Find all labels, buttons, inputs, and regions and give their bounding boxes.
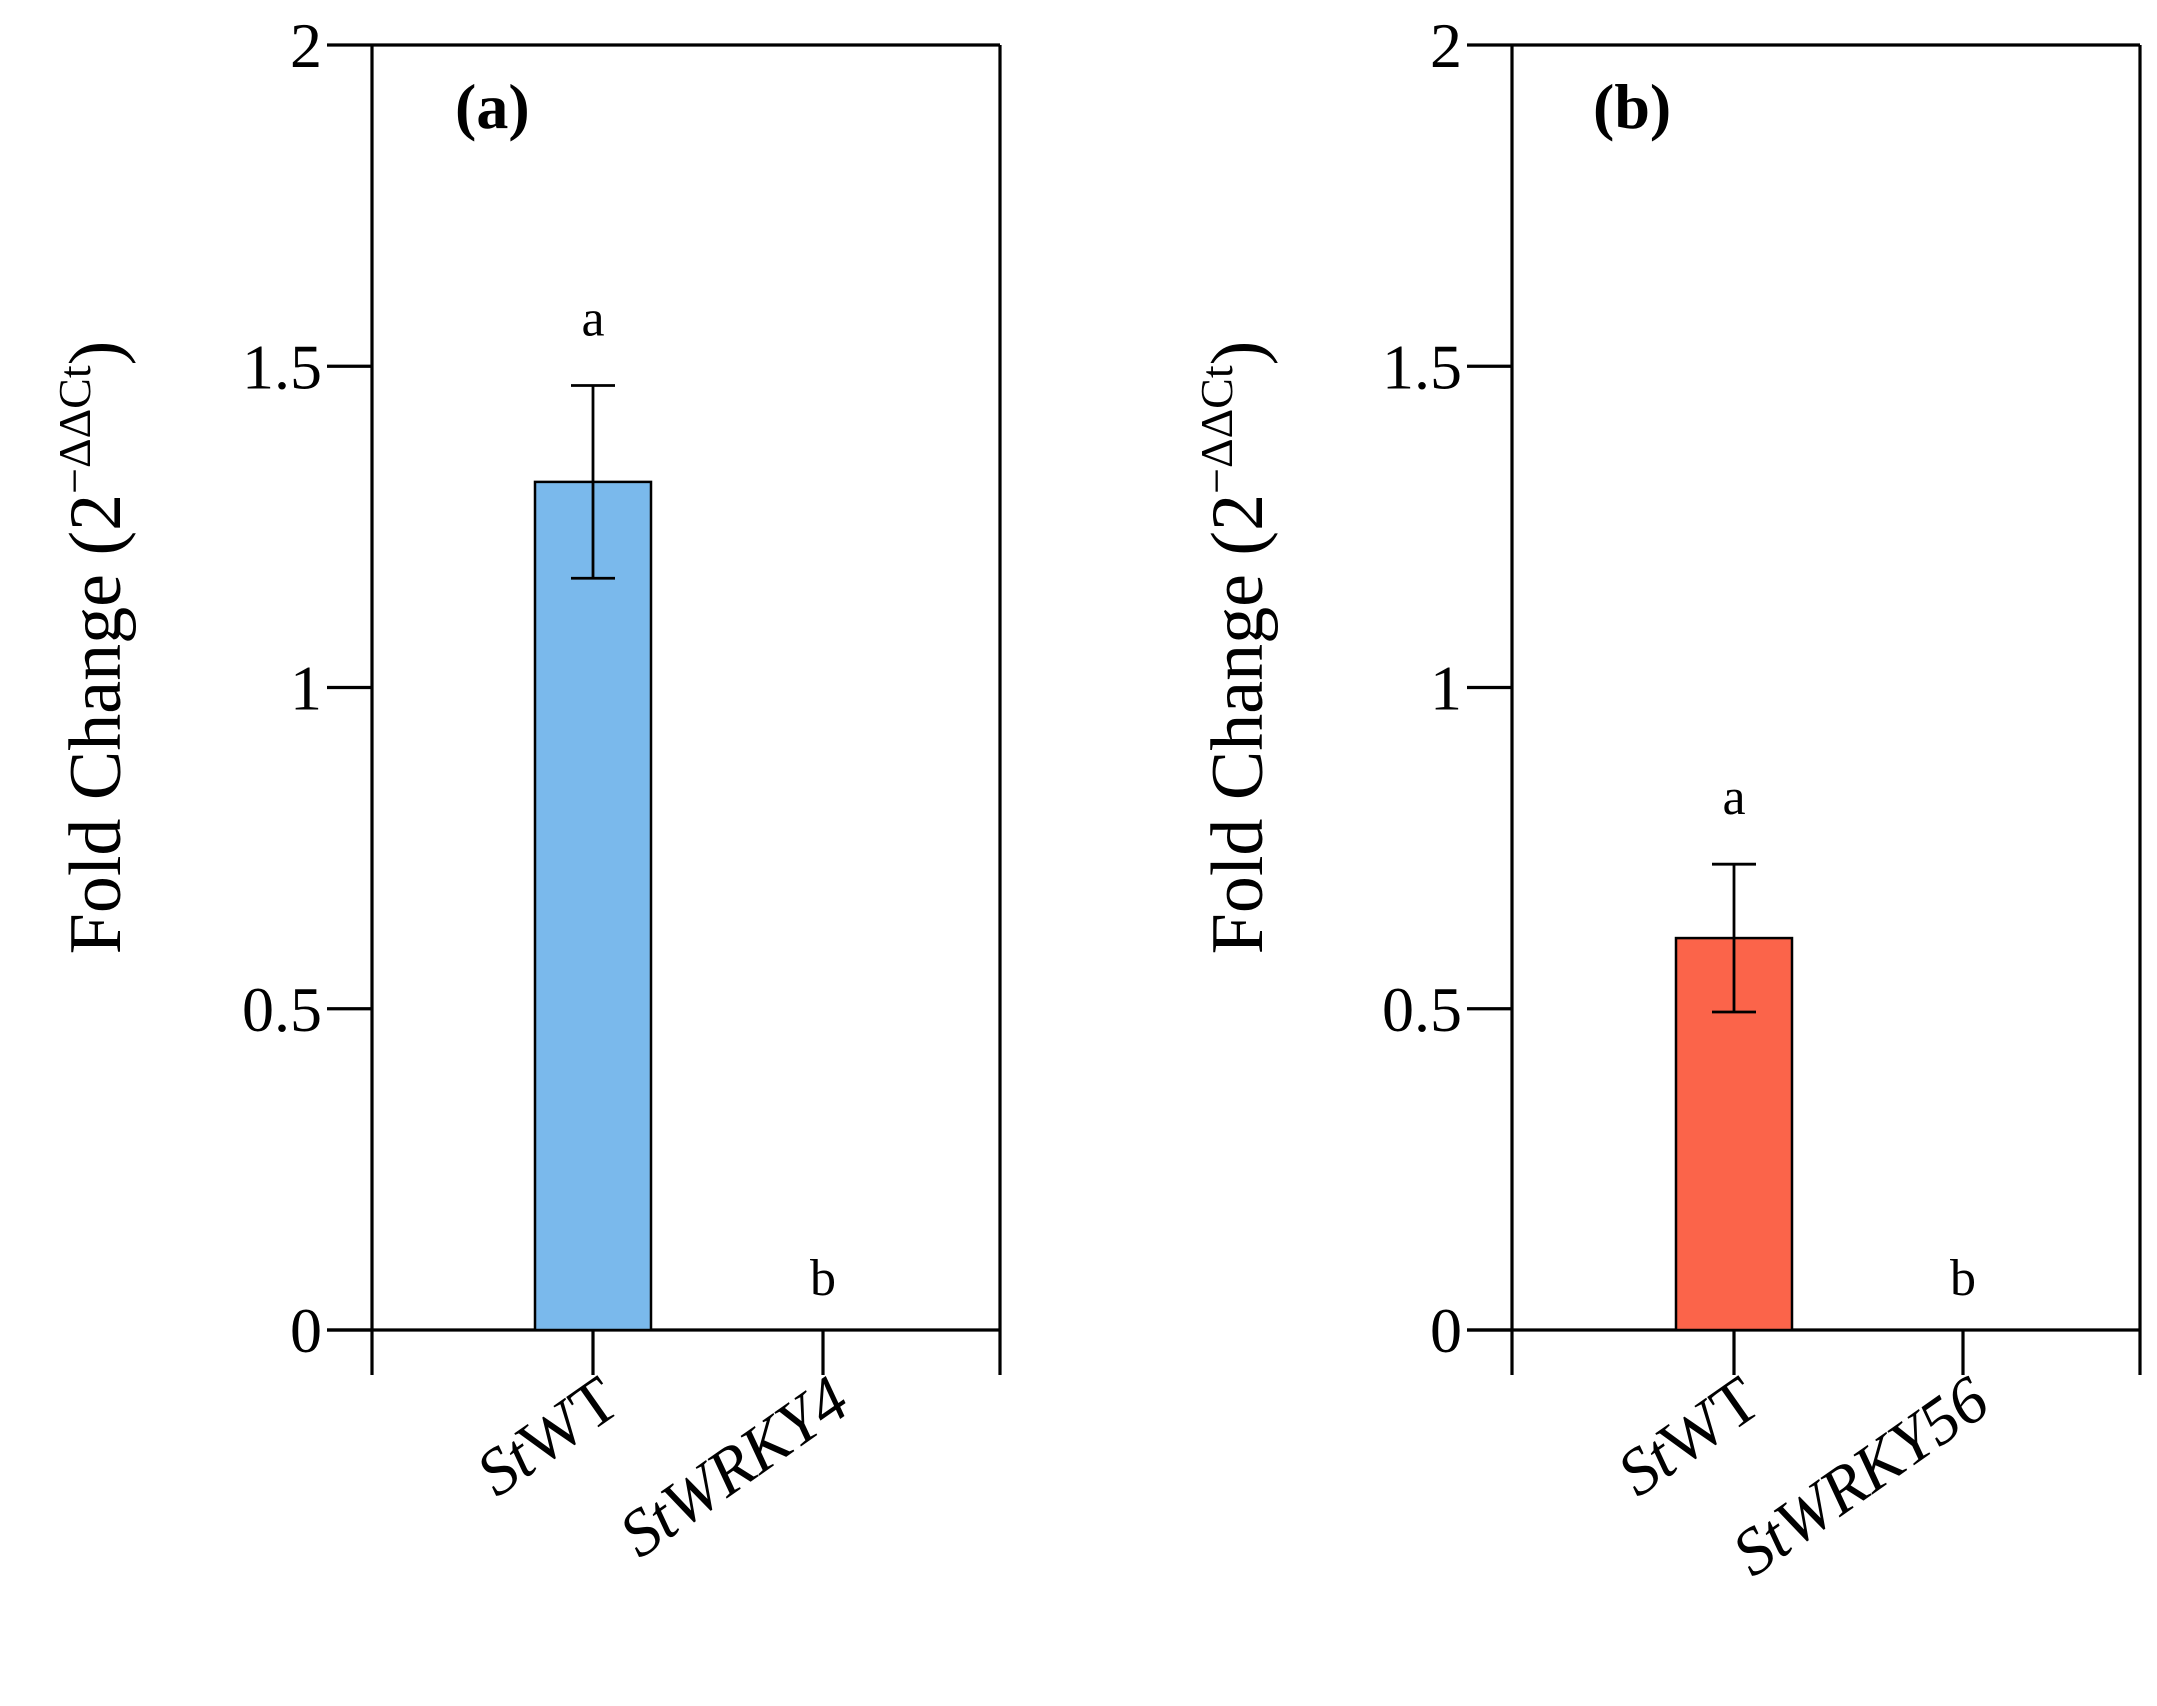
y-tick-label: 1 [1430, 653, 1462, 724]
significance-letter: a [1722, 769, 1745, 826]
y-tick-label: 2 [1430, 10, 1462, 81]
y-tick-label: 1.5 [1382, 331, 1462, 402]
x-category-label: StWRKY4 [606, 1362, 861, 1571]
x-category-label: StWT [464, 1362, 632, 1510]
y-tick-label: 2 [290, 10, 322, 81]
y-tick-label: 0 [1430, 1295, 1462, 1366]
y-tick-label: 0 [290, 1295, 322, 1366]
ylabel-superscript: −ΔΔCt [49, 365, 100, 494]
significance-letter: b [810, 1250, 836, 1307]
x-category-label: StWT [1605, 1362, 1773, 1510]
y-tick-label: 0.5 [1382, 974, 1462, 1045]
panel-label: (a) [455, 71, 530, 142]
y-axis-label: Fold Change (2−ΔΔCt) [49, 341, 137, 955]
y-tick-label: 0.5 [242, 974, 322, 1045]
bar-0 [533, 480, 653, 1332]
y-tick-label: 1.5 [242, 331, 322, 402]
ylabel-close: ) [1197, 341, 1279, 366]
ylabel-superscript: −ΔΔCt [1191, 365, 1242, 494]
panel-label: (b) [1593, 71, 1671, 142]
x-category-label: StWRKY56 [1719, 1362, 2001, 1590]
ylabel-main: Fold Change (2 [1197, 494, 1279, 954]
significance-letter: b [1950, 1250, 1976, 1307]
category-italic: StWRKY56 [1719, 1362, 2001, 1590]
y-tick-label: 1 [290, 653, 322, 724]
ylabel-close: ) [55, 341, 137, 366]
significance-letter: a [581, 291, 604, 348]
category-italic: StWRKY4 [606, 1362, 861, 1571]
y-axis-label: Fold Change (2−ΔΔCt) [1191, 341, 1279, 955]
ylabel-main: Fold Change (2 [55, 494, 137, 954]
